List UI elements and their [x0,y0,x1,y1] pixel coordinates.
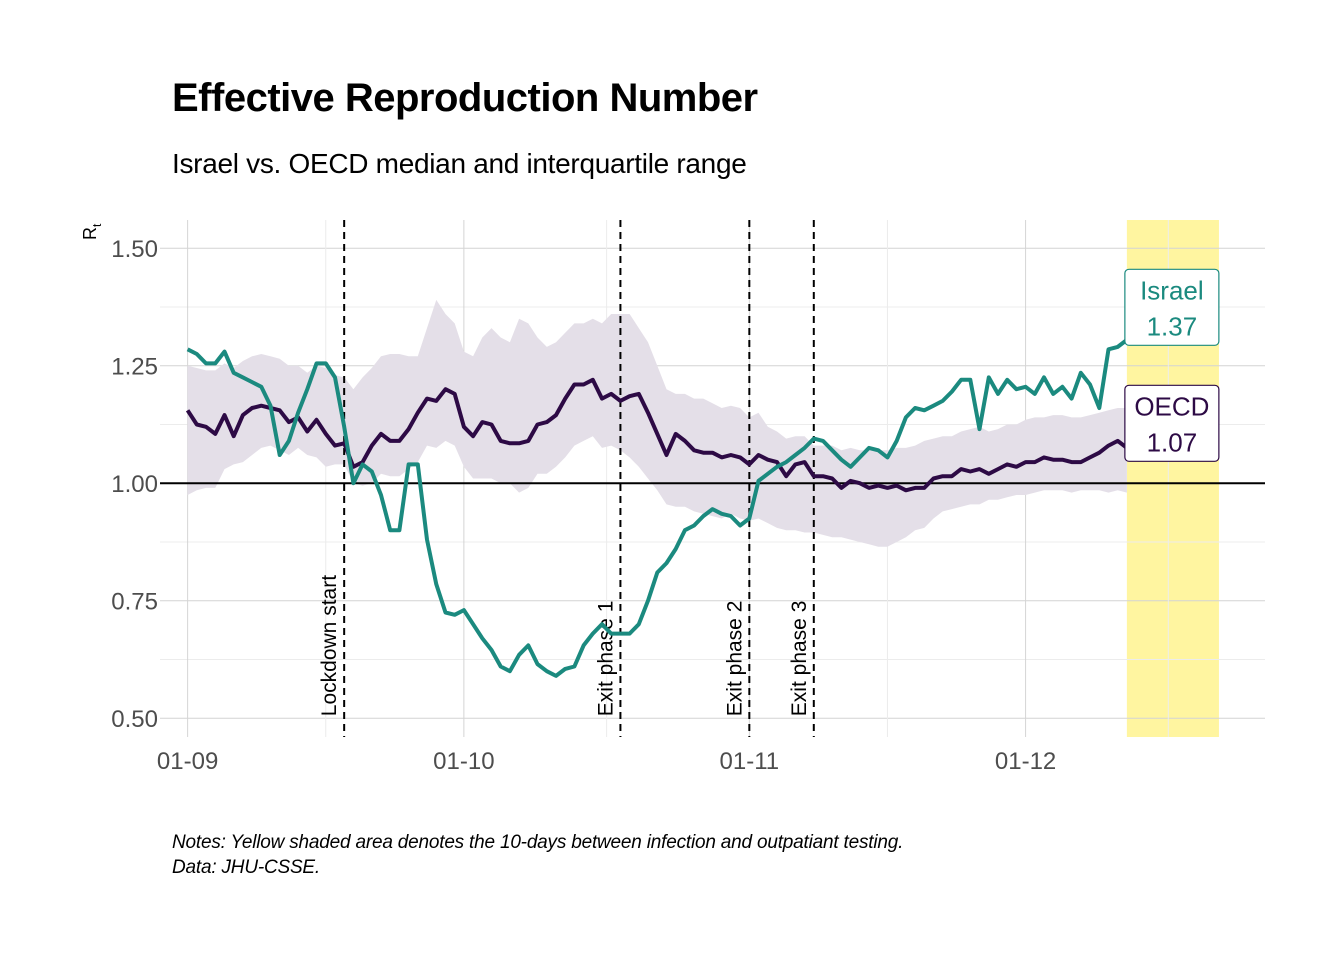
end-label-name-israel: Israel [1140,275,1204,305]
event-label: Lockdown start [318,575,341,716]
event-label: Exit phase 1 [594,601,617,717]
y-axis-label: Rt [80,223,104,240]
data-source-line: Data: JHU-CSSE. [172,857,320,878]
y-tick-label: 1.00 [111,471,158,498]
x-tick-label: 01-10 [433,748,494,775]
event-label: Exit phase 3 [788,601,811,717]
end-label-value-israel: 1.37 [1147,311,1198,341]
notes-line: Notes: Yellow shaded area denotes the 10… [172,832,904,853]
end-labels-layer: Israel 1.37 OECD 1.07 [1124,268,1220,462]
y-axis-label-main: R [80,227,100,240]
x-tick-label: 01-09 [157,748,218,775]
event-label: Exit phase 2 [723,601,746,717]
end-label-value-oecd: 1.07 [1147,427,1198,457]
chart-title: Effective Reproduction Number [172,76,758,120]
series-layer [185,338,1129,678]
x-tick-label: 01-12 [995,748,1056,775]
y-axis-label-sub: t [90,223,104,227]
y-tick-label: 0.75 [111,589,158,616]
event-lines-layer: Lockdown start Exit phase 1 Exit phase 2 Ex… [318,220,815,737]
y-tick-label: 1.50 [111,236,158,263]
y-tick-label: 1.25 [111,354,158,381]
end-label-name-oecd: OECD [1134,391,1209,421]
series-line-oecd [185,377,1129,493]
series-line-israel [186,338,1129,678]
y-tick-label: 0.50 [111,706,158,733]
chart-notes: Notes: Yellow shaded area denotes the 10… [172,830,903,880]
chart-subtitle: Israel vs. OECD median and interquartile… [172,148,747,179]
tick-labels: 0.50 0.75 1.00 1.25 1.50 01-09 01-10 01-11 01-12 [111,236,1056,775]
end-label-box-oecd [1124,384,1220,462]
end-label-box-israel [1124,268,1220,346]
x-tick-label: 01-11 [720,748,780,775]
oecd-iqr-band [187,299,1127,547]
iqr-band-layer [187,299,1127,547]
